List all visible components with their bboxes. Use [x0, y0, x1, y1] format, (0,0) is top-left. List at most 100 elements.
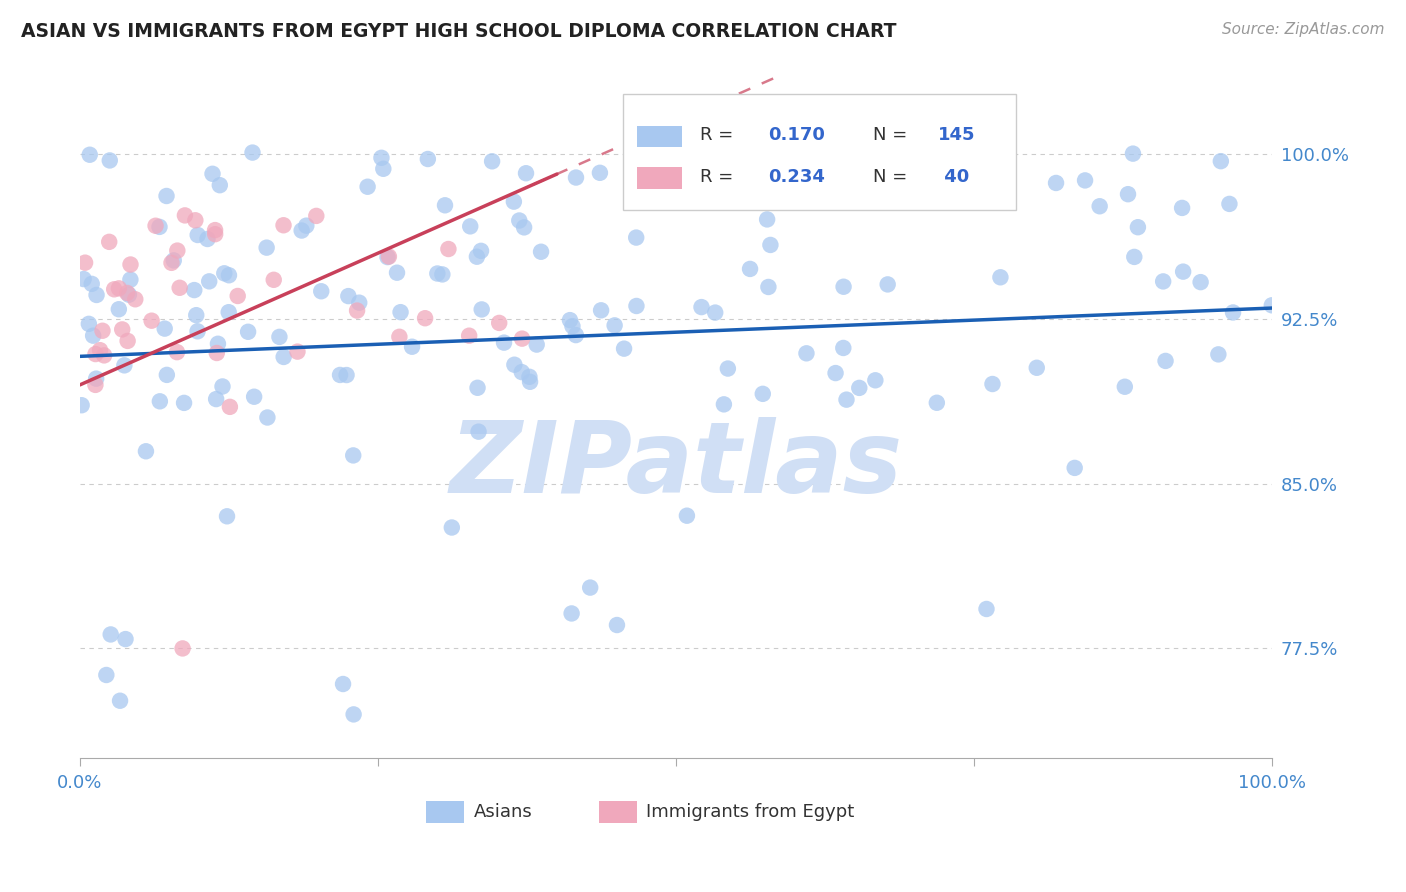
- Point: [690, 300, 713, 314]
- Point: [287, 344, 309, 359]
- Point: [510, 365, 533, 379]
- Point: [492, 335, 515, 350]
- Point: [141, 314, 163, 328]
- Point: [413, 311, 436, 326]
- Point: [198, 274, 221, 288]
- Point: [389, 305, 412, 319]
- Point: [990, 270, 1012, 285]
- Point: [89, 343, 111, 358]
- Point: [215, 509, 238, 524]
- Text: R =: R =: [700, 168, 738, 186]
- Point: [467, 381, 489, 395]
- Point: [1045, 176, 1067, 190]
- Point: [263, 273, 285, 287]
- Point: [378, 250, 401, 264]
- Point: [756, 212, 779, 227]
- Point: [166, 244, 188, 258]
- Point: [256, 241, 278, 255]
- Point: [603, 318, 626, 333]
- Point: [108, 302, 131, 317]
- Point: [343, 707, 366, 722]
- Point: [1116, 187, 1139, 202]
- Point: [416, 152, 439, 166]
- Point: [207, 336, 229, 351]
- Point: [204, 223, 226, 237]
- Point: [197, 232, 219, 246]
- Text: 145: 145: [938, 126, 976, 145]
- Text: R =: R =: [700, 126, 738, 145]
- Point: [752, 387, 775, 401]
- Point: [565, 328, 588, 343]
- Point: [606, 618, 628, 632]
- Point: [309, 285, 332, 299]
- Point: [273, 219, 295, 233]
- Point: [613, 342, 636, 356]
- Point: [824, 366, 846, 380]
- Point: [467, 425, 489, 439]
- Point: [1222, 305, 1244, 319]
- Point: [356, 179, 378, 194]
- Point: [155, 189, 177, 203]
- Point: [115, 285, 138, 300]
- Point: [432, 268, 454, 282]
- Point: [218, 305, 240, 319]
- Point: [342, 449, 364, 463]
- Point: [377, 250, 399, 264]
- Point: [1171, 265, 1194, 279]
- Point: [349, 295, 371, 310]
- Point: [370, 151, 392, 165]
- Point: [510, 332, 533, 346]
- Point: [226, 289, 249, 303]
- Point: [242, 145, 264, 160]
- Point: [626, 299, 648, 313]
- Point: [108, 281, 131, 295]
- Point: [1189, 275, 1212, 289]
- Point: [832, 279, 855, 293]
- Point: [211, 379, 233, 393]
- Text: N =: N =: [873, 168, 912, 186]
- Text: 40: 40: [938, 168, 970, 186]
- Point: [108, 694, 131, 708]
- Point: [458, 328, 481, 343]
- Point: [205, 392, 228, 406]
- Point: [565, 170, 588, 185]
- Text: ASIAN VS IMMIGRANTS FROM EGYPT HIGH SCHOOL DIPLOMA CORRELATION CHART: ASIAN VS IMMIGRANTS FROM EGYPT HIGH SCHO…: [21, 22, 897, 41]
- Point: [488, 316, 510, 330]
- Point: [851, 178, 873, 192]
- Point: [401, 340, 423, 354]
- Point: [160, 256, 183, 270]
- Point: [208, 178, 231, 193]
- Point: [704, 305, 727, 319]
- Point: [713, 397, 735, 411]
- Point: [214, 266, 236, 280]
- Point: [346, 303, 368, 318]
- Point: [124, 293, 146, 307]
- Point: [876, 277, 898, 292]
- Point: [832, 341, 855, 355]
- Point: [335, 368, 357, 382]
- Point: [717, 361, 740, 376]
- Point: [174, 208, 197, 222]
- Point: [184, 213, 207, 227]
- Point: [156, 368, 179, 382]
- Point: [561, 319, 583, 334]
- Point: [145, 219, 167, 233]
- Point: [84, 377, 107, 392]
- Point: [935, 153, 957, 167]
- Point: [437, 242, 460, 256]
- Point: [1171, 201, 1194, 215]
- Point: [848, 381, 870, 395]
- Point: [426, 267, 449, 281]
- Point: [329, 368, 352, 382]
- Point: [332, 677, 354, 691]
- Text: 0.234: 0.234: [768, 168, 825, 186]
- Point: [149, 394, 172, 409]
- Point: [117, 334, 139, 348]
- Point: [96, 668, 118, 682]
- Text: Source: ZipAtlas.com: Source: ZipAtlas.com: [1222, 22, 1385, 37]
- Point: [388, 330, 411, 344]
- Point: [758, 280, 780, 294]
- Point: [1114, 380, 1136, 394]
- Point: [1208, 347, 1230, 361]
- Point: [519, 375, 541, 389]
